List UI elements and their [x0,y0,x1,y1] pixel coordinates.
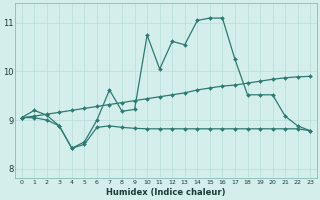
X-axis label: Humidex (Indice chaleur): Humidex (Indice chaleur) [106,188,226,197]
